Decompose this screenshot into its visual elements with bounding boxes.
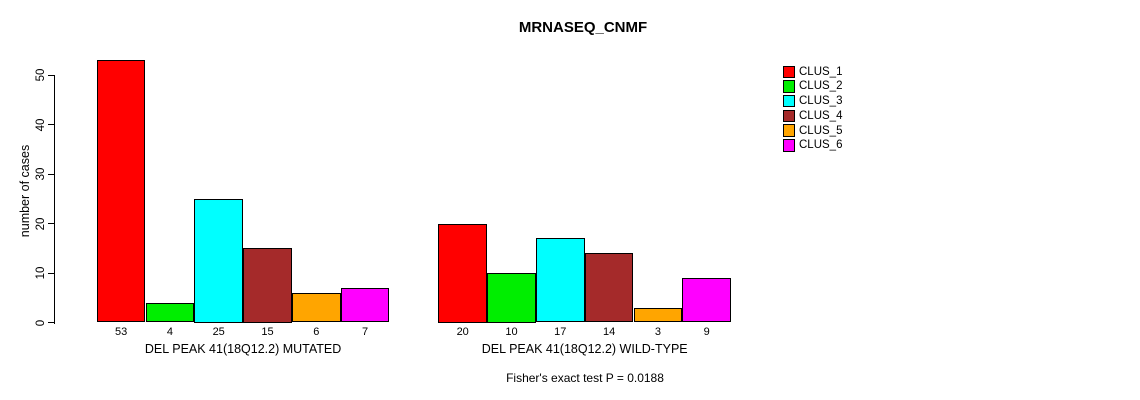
bar bbox=[487, 273, 536, 323]
legend-label: CLUS_2 bbox=[799, 80, 843, 93]
bar-value-label: 53 bbox=[114, 326, 128, 338]
y-axis-line bbox=[54, 75, 55, 324]
bar bbox=[535, 238, 585, 323]
legend-label: CLUS_6 bbox=[799, 139, 843, 152]
bar bbox=[243, 248, 292, 323]
legend-item: CLUS_1 bbox=[782, 65, 893, 81]
legend-label: CLUS_5 bbox=[799, 124, 843, 137]
legend-swatch bbox=[782, 80, 795, 93]
y-tick-mark bbox=[48, 272, 54, 274]
legend-item: CLUS_3 bbox=[782, 94, 893, 110]
bar-value-label: 4 bbox=[166, 326, 173, 338]
bar-value-label: 3 bbox=[654, 326, 661, 338]
bar bbox=[633, 307, 683, 323]
legend-item: CLUS_4 bbox=[782, 109, 893, 125]
bar bbox=[438, 223, 488, 323]
bar-value-label: 17 bbox=[554, 326, 567, 338]
bar-value-label: 9 bbox=[703, 326, 710, 338]
legend-swatch bbox=[782, 124, 795, 137]
bar bbox=[340, 287, 390, 323]
bar-value-label: 10 bbox=[505, 326, 518, 338]
y-tick-mark bbox=[48, 124, 54, 125]
bar bbox=[584, 253, 634, 323]
y-tick-mark bbox=[48, 322, 54, 323]
y-tick-mark bbox=[48, 173, 54, 175]
y-tick-mark bbox=[48, 223, 54, 224]
chart-title: MRNASEQ_CNMF bbox=[518, 19, 648, 36]
bar-value-label: 25 bbox=[212, 326, 225, 338]
y-tick-mark bbox=[48, 74, 54, 76]
legend-swatch bbox=[782, 94, 795, 108]
bar bbox=[145, 302, 195, 323]
legend-swatch bbox=[782, 65, 795, 78]
legend-label: CLUS_4 bbox=[799, 109, 843, 122]
annotation-fisher-test: Fisher's exact test P = 0.0188 bbox=[506, 371, 664, 385]
legend-label: CLUS_1 bbox=[799, 65, 843, 78]
bar-value-label: 20 bbox=[456, 326, 469, 338]
bar bbox=[194, 198, 244, 323]
bar-value-label: 15 bbox=[261, 326, 274, 338]
legend-item: CLUS_5 bbox=[782, 124, 893, 139]
bar bbox=[682, 277, 732, 323]
group-label: DEL PEAK 41(18Q12.2) MUTATED bbox=[144, 341, 342, 356]
bar bbox=[291, 292, 341, 323]
legend-item: CLUS_6 bbox=[782, 139, 893, 154]
legend-item: CLUS_2 bbox=[782, 80, 893, 95]
bar-value-label: 6 bbox=[313, 326, 320, 338]
legend-swatch bbox=[782, 139, 795, 152]
bar-value-label: 14 bbox=[602, 326, 616, 338]
bar-value-label: 7 bbox=[362, 326, 369, 338]
legend-label: CLUS_3 bbox=[799, 95, 843, 108]
group-label: DEL PEAK 41(18Q12.2) WILD-TYPE bbox=[481, 341, 688, 356]
legend-swatch bbox=[782, 109, 795, 123]
bar bbox=[96, 60, 146, 323]
